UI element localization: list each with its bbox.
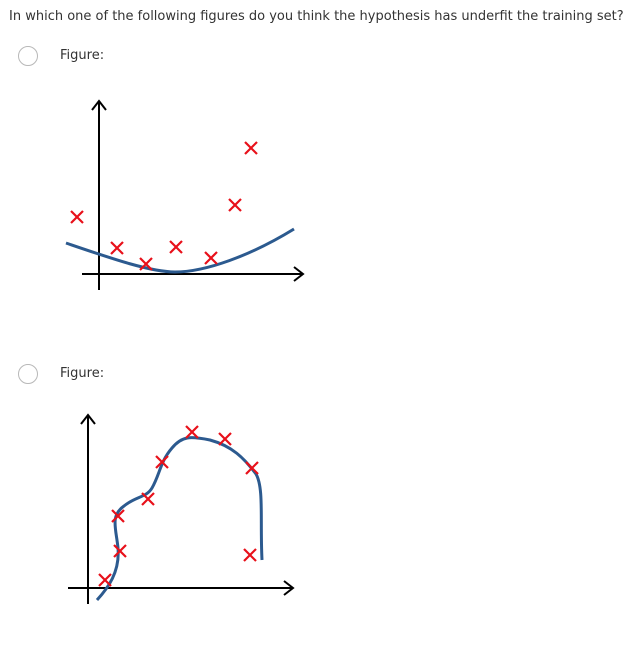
data-point (204, 251, 218, 265)
data-point (111, 509, 125, 523)
figure-2-y-axis-arrow (80, 413, 96, 425)
data-point (243, 548, 257, 562)
data-point (218, 432, 232, 446)
data-point (155, 455, 169, 469)
data-point (245, 461, 259, 475)
radio-button-option-2[interactable] (18, 364, 38, 384)
data-point (139, 257, 153, 271)
figure-1-fit-curve (65, 227, 295, 274)
data-point (185, 425, 199, 439)
figure-2-data-points (98, 425, 259, 587)
data-point (98, 573, 112, 587)
data-point (244, 141, 258, 155)
radio-button-option-1[interactable] (18, 46, 38, 66)
data-point (228, 198, 242, 212)
data-point (169, 240, 183, 254)
figure-1-data-points (70, 141, 258, 271)
figure-2-x-axis-arrow (283, 580, 295, 596)
data-point (141, 492, 155, 506)
figure-1-y-axis-arrow (91, 99, 107, 111)
data-point (70, 210, 84, 224)
option-1-label: Figure: (60, 48, 105, 63)
figure-1-axes (82, 99, 305, 290)
data-point (110, 241, 124, 255)
data-point (113, 544, 127, 558)
figure-1-x-axis-arrow (293, 266, 305, 282)
question-text: In which one of the following figures do… (9, 9, 624, 24)
option-2-label: Figure: (60, 366, 105, 381)
